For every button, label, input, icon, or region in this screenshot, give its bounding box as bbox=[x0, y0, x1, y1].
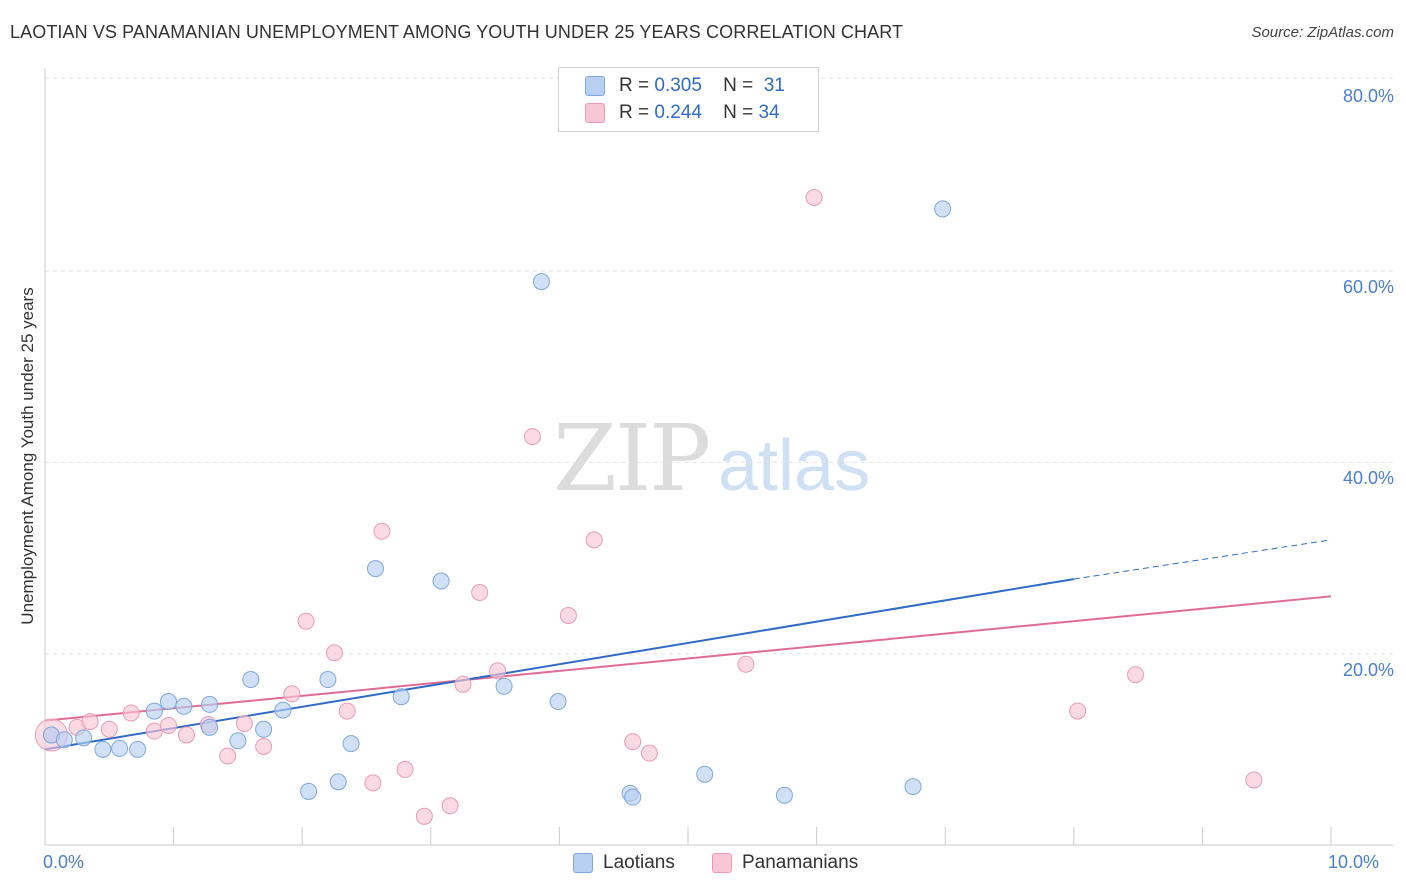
x-tick-label-min: 0.0% bbox=[43, 852, 85, 872]
panamanians-point bbox=[235, 715, 253, 733]
x-tick-label-max: 10.0% bbox=[1328, 852, 1380, 872]
laotians-point bbox=[432, 572, 450, 590]
panamanians-point bbox=[559, 606, 577, 624]
panamanians-point bbox=[81, 713, 99, 731]
laotians-point bbox=[242, 671, 260, 689]
data-points bbox=[34, 188, 1263, 825]
legend-n-label: N = bbox=[723, 102, 754, 123]
laotians-point bbox=[175, 697, 193, 715]
laotians-point bbox=[775, 786, 793, 804]
panamanians-point bbox=[177, 726, 195, 744]
laotians-point bbox=[55, 731, 73, 749]
panamanians-point bbox=[122, 704, 140, 722]
panamanians-point bbox=[1127, 666, 1145, 684]
panamanians-point bbox=[471, 583, 489, 601]
y-tick-label: 40.0% bbox=[1342, 468, 1394, 488]
panamanians-point bbox=[100, 720, 118, 738]
legend-n-label: N = bbox=[723, 75, 754, 96]
panamanians-point bbox=[805, 188, 823, 206]
panamanians-point bbox=[373, 522, 391, 540]
panamanians-point bbox=[441, 797, 459, 815]
panamanians-point bbox=[283, 685, 301, 703]
y-tick-label: 60.0% bbox=[1342, 277, 1394, 297]
laotians-point bbox=[934, 200, 952, 218]
panamanians-point bbox=[737, 655, 755, 673]
panamanians-point bbox=[325, 644, 343, 662]
laotians-point bbox=[532, 273, 550, 291]
grid-lines bbox=[45, 77, 1393, 655]
legend-label-laotians: Laotians bbox=[603, 852, 675, 873]
laotians-point bbox=[129, 740, 147, 758]
legend-n-value: 31 bbox=[763, 75, 785, 96]
panamanians-point bbox=[415, 807, 433, 825]
laotians-point bbox=[904, 778, 922, 796]
laotians-point bbox=[201, 718, 219, 736]
laotians-point bbox=[495, 677, 513, 695]
legend-label-panamanians: Panamanians bbox=[742, 852, 859, 873]
laotians-point bbox=[367, 560, 385, 578]
laotians-trend-line bbox=[44, 578, 1074, 751]
laotians-point bbox=[342, 735, 360, 753]
laotians-point bbox=[75, 729, 93, 747]
panamanians-point bbox=[145, 722, 163, 740]
y-tick-label: 20.0% bbox=[1342, 660, 1394, 680]
y-tick-label: 80.0% bbox=[1342, 86, 1394, 106]
panamanians-swatch bbox=[712, 853, 732, 873]
laotians-point bbox=[696, 765, 714, 783]
chart-title: LAOTIAN VS PANAMANIAN UNEMPLOYMENT AMONG… bbox=[10, 22, 904, 42]
laotians-point bbox=[319, 671, 337, 689]
laotians-point bbox=[300, 782, 318, 800]
laotians-point bbox=[94, 740, 112, 758]
laotians-swatch bbox=[585, 76, 605, 96]
panamanians-swatch bbox=[585, 103, 605, 123]
laotians-trend-extension bbox=[1073, 539, 1332, 580]
panamanians-point bbox=[396, 760, 414, 778]
panamanians-point bbox=[255, 737, 273, 755]
laotians-point bbox=[624, 788, 642, 806]
panamanians-point bbox=[364, 774, 382, 792]
panamanians-point bbox=[1069, 702, 1087, 720]
y-axis-title: Unemployment Among Youth under 25 years bbox=[18, 287, 37, 625]
laotians-point bbox=[255, 720, 273, 738]
laotians-point bbox=[111, 739, 129, 757]
laotians-point bbox=[274, 701, 292, 719]
panamanians-point bbox=[1245, 771, 1263, 789]
panamanians-point bbox=[624, 733, 642, 751]
panamanians-point bbox=[489, 662, 507, 680]
laotians-point bbox=[145, 702, 163, 720]
panamanians-point bbox=[585, 531, 603, 549]
laotians-swatch bbox=[573, 853, 593, 873]
legend-r-label: R = bbox=[619, 75, 650, 96]
laotians-point bbox=[329, 773, 347, 791]
legend-r-value: 0.244 bbox=[654, 102, 702, 123]
watermark-atlas: atlas bbox=[718, 426, 871, 506]
laotians-point bbox=[392, 688, 410, 706]
laotians-point bbox=[549, 693, 567, 711]
laotians-point bbox=[201, 695, 219, 713]
panamanians-point bbox=[159, 716, 177, 734]
legend-r-label: R = bbox=[619, 102, 650, 123]
panamanians-trend-line bbox=[44, 595, 1332, 722]
laotians-point bbox=[229, 732, 247, 750]
panamanians-point bbox=[640, 744, 658, 762]
axes bbox=[44, 68, 1393, 846]
panamanians-point bbox=[523, 428, 541, 446]
laotians-point bbox=[159, 693, 177, 711]
panamanians-point bbox=[454, 675, 472, 693]
legend-r-value: 0.305 bbox=[654, 75, 702, 96]
trend-lines bbox=[44, 539, 1332, 751]
legend-n-value: 34 bbox=[758, 102, 780, 123]
stats-legend: R = 0.305 N = 31 R = 0.244 N = 34 bbox=[558, 67, 819, 132]
panamanians-point bbox=[338, 702, 356, 720]
source-credit: Source: ZipAtlas.com bbox=[1251, 24, 1394, 41]
panamanians-point bbox=[219, 747, 237, 765]
watermark-zip: ZIP bbox=[553, 405, 711, 512]
panamanians-point bbox=[297, 612, 315, 630]
